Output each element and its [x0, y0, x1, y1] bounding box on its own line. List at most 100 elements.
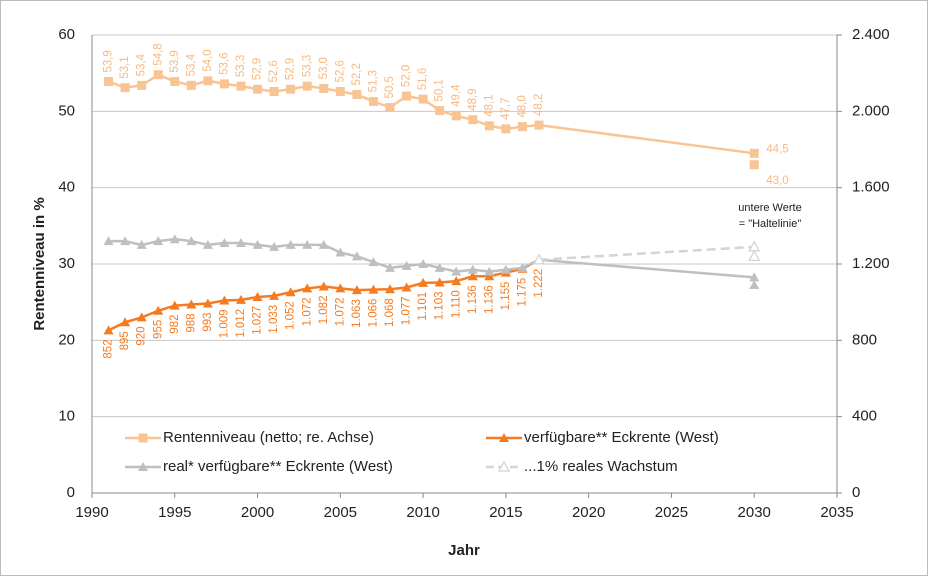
- data-label: 1.072: [301, 297, 313, 326]
- y-tick-label: 50: [58, 102, 75, 119]
- data-label: 1.110: [450, 290, 462, 318]
- x-tick-label: 2025: [655, 504, 688, 521]
- marker: [219, 295, 230, 305]
- x-tick-label: 1990: [75, 504, 108, 521]
- data-label: 1.103: [434, 292, 446, 321]
- marker: [236, 238, 246, 248]
- data-label: 51,6: [417, 68, 429, 90]
- y-tick-label: 10: [58, 408, 75, 425]
- marker: [153, 305, 164, 315]
- data-label: 1.222: [533, 269, 545, 298]
- data-label: 1.052: [285, 301, 297, 330]
- marker: [318, 239, 329, 249]
- data-label: 1.009: [218, 309, 230, 338]
- marker: [120, 236, 131, 246]
- marker: [138, 433, 148, 443]
- marker: [401, 260, 412, 270]
- marker: [202, 298, 213, 308]
- data-label: 48,1: [483, 94, 495, 116]
- data-label: 53,3: [235, 55, 247, 77]
- marker: [219, 79, 229, 89]
- marker: [120, 317, 131, 327]
- legend-label: real* verfügbare** Eckrente (West): [163, 458, 393, 475]
- marker: [335, 283, 346, 293]
- data-label: 54,0: [202, 49, 214, 71]
- data-label: 50,5: [384, 76, 396, 98]
- data-label: 52,6: [334, 60, 346, 82]
- data-label: 52,2: [351, 63, 363, 85]
- data-label: 52,6: [268, 60, 280, 82]
- marker: [401, 282, 412, 292]
- marker: [186, 80, 196, 90]
- marker: [749, 160, 759, 170]
- y2-tick-label: 0: [852, 484, 860, 501]
- y-tick-label: 40: [58, 179, 75, 196]
- legend-label: Rentenniveau (netto; re. Achse): [163, 429, 374, 446]
- marker: [532, 253, 546, 265]
- data-label: 48,0: [516, 95, 528, 117]
- marker: [252, 292, 263, 302]
- x-tick-label: 2010: [406, 504, 439, 521]
- data-label: 993: [202, 313, 214, 332]
- marker: [749, 279, 760, 289]
- x-tick-label: 2020: [572, 504, 605, 521]
- data-label: 1.012: [235, 309, 247, 338]
- x-tick-label: 2035: [820, 504, 853, 521]
- data-label: 53,6: [218, 52, 230, 74]
- data-label: 988: [185, 313, 197, 332]
- data-label: 1.033: [268, 305, 280, 334]
- y2-tick-label: 1.200: [852, 255, 890, 272]
- data-label: 1.101: [417, 292, 429, 321]
- marker: [451, 276, 462, 286]
- x-tick-label: 2000: [241, 504, 274, 521]
- marker: [385, 103, 395, 113]
- marker: [103, 325, 114, 335]
- marker: [517, 262, 528, 272]
- marker: [467, 264, 478, 274]
- data-label: 1.082: [318, 296, 330, 325]
- marker: [368, 284, 379, 294]
- data-label: 1.136: [467, 285, 479, 314]
- data-label: 49,4: [450, 84, 462, 107]
- marker: [186, 236, 197, 246]
- marker: [153, 70, 163, 80]
- marker: [269, 290, 280, 300]
- data-label: 53,4: [185, 53, 197, 76]
- marker: [286, 84, 296, 94]
- marker: [335, 247, 346, 257]
- marker: [269, 86, 279, 96]
- x-axis-title: Jahr: [448, 542, 480, 559]
- marker: [451, 111, 461, 121]
- marker: [170, 77, 180, 87]
- marker: [484, 271, 495, 281]
- data-label: 53,0: [318, 57, 330, 79]
- marker: [153, 236, 164, 246]
- y2-tick-label: 800: [852, 331, 877, 348]
- data-label: 52,9: [285, 58, 297, 80]
- data-label: 52,9: [252, 58, 264, 80]
- data-label: 955: [152, 320, 164, 339]
- y2-tick-label: 2.400: [852, 26, 890, 43]
- marker: [435, 106, 445, 116]
- data-label: 50,1: [434, 79, 446, 101]
- marker: [136, 312, 147, 322]
- marker: [203, 76, 213, 86]
- legend-item: verfügbare** Eckrente (West): [486, 429, 719, 446]
- y-tick-label: 20: [58, 331, 75, 348]
- y2-tick-label: 400: [852, 408, 877, 425]
- data-label: 51,3: [367, 70, 379, 92]
- marker: [335, 86, 345, 96]
- marker: [103, 236, 114, 246]
- x-tick-label: 2030: [738, 504, 771, 521]
- marker: [285, 287, 296, 297]
- x-tick-label: 1995: [158, 504, 191, 521]
- data-label: 1.072: [334, 297, 346, 326]
- legend-item: ...1% reales Wachstum: [486, 458, 678, 475]
- data-label: 53,9: [103, 50, 115, 72]
- data-label: 920: [136, 326, 148, 345]
- marker: [517, 122, 527, 132]
- marker: [104, 77, 114, 87]
- data-label: 1.063: [351, 299, 363, 328]
- x-tick-label: 2005: [324, 504, 357, 521]
